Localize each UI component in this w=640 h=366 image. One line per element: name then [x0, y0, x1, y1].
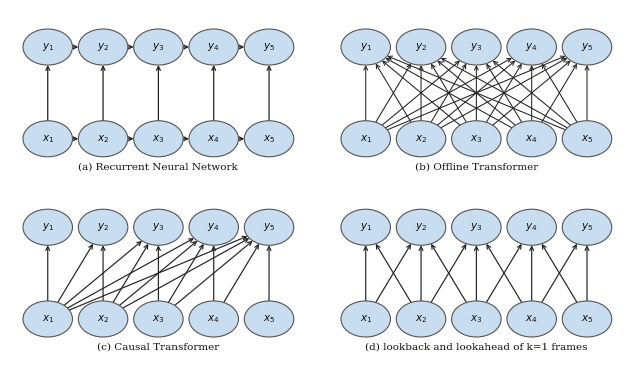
Text: $y_{2}$: $y_{2}$	[97, 221, 109, 233]
Ellipse shape	[189, 301, 239, 337]
Text: $y_{4}$: $y_{4}$	[207, 41, 220, 53]
Ellipse shape	[341, 29, 390, 65]
Text: $x_{1}$: $x_{1}$	[360, 133, 372, 145]
Ellipse shape	[396, 209, 446, 245]
Text: $x_{2}$: $x_{2}$	[97, 133, 109, 145]
Text: $x_{1}$: $x_{1}$	[360, 313, 372, 325]
Text: $x_{2}$: $x_{2}$	[415, 133, 427, 145]
Ellipse shape	[507, 209, 556, 245]
Text: $x_{1}$: $x_{1}$	[42, 133, 54, 145]
Ellipse shape	[563, 301, 612, 337]
Ellipse shape	[396, 121, 446, 157]
Ellipse shape	[23, 209, 72, 245]
Ellipse shape	[341, 301, 390, 337]
Text: $y_{3}$: $y_{3}$	[152, 41, 164, 53]
Text: $x_{5}$: $x_{5}$	[581, 313, 593, 325]
Text: $y_{3}$: $y_{3}$	[152, 221, 164, 233]
Text: (a) Recurrent Neural Network: (a) Recurrent Neural Network	[78, 163, 238, 172]
Ellipse shape	[452, 121, 501, 157]
Text: $y_{5}$: $y_{5}$	[263, 41, 275, 53]
Ellipse shape	[452, 209, 501, 245]
Text: $y_{1}$: $y_{1}$	[42, 41, 54, 53]
Text: $y_{4}$: $y_{4}$	[525, 221, 538, 233]
Text: $y_{2}$: $y_{2}$	[415, 221, 427, 233]
Ellipse shape	[134, 29, 183, 65]
Text: $y_{3}$: $y_{3}$	[470, 221, 483, 233]
Text: (c) Causal Transformer: (c) Causal Transformer	[97, 343, 220, 352]
Text: $x_{4}$: $x_{4}$	[207, 133, 220, 145]
Ellipse shape	[134, 121, 183, 157]
Ellipse shape	[452, 301, 501, 337]
Text: $y_{1}$: $y_{1}$	[42, 221, 54, 233]
Ellipse shape	[78, 121, 128, 157]
Text: $y_{2}$: $y_{2}$	[97, 41, 109, 53]
Ellipse shape	[23, 301, 72, 337]
Text: (d) lookback and lookahead of k=1 frames: (d) lookback and lookahead of k=1 frames	[365, 343, 588, 352]
Ellipse shape	[341, 121, 390, 157]
Text: $x_{5}$: $x_{5}$	[263, 133, 275, 145]
Text: $y_{1}$: $y_{1}$	[360, 221, 372, 233]
Text: $y_{5}$: $y_{5}$	[581, 221, 593, 233]
Ellipse shape	[78, 209, 128, 245]
Ellipse shape	[23, 29, 72, 65]
Text: $x_{2}$: $x_{2}$	[97, 313, 109, 325]
Text: $x_{3}$: $x_{3}$	[152, 133, 164, 145]
Text: $x_{1}$: $x_{1}$	[42, 313, 54, 325]
Ellipse shape	[507, 301, 556, 337]
Ellipse shape	[563, 121, 612, 157]
Ellipse shape	[78, 301, 128, 337]
Text: $x_{3}$: $x_{3}$	[152, 313, 164, 325]
Text: $x_{4}$: $x_{4}$	[525, 313, 538, 325]
Text: $x_{4}$: $x_{4}$	[525, 133, 538, 145]
Text: $y_{4}$: $y_{4}$	[207, 221, 220, 233]
Text: $y_{3}$: $y_{3}$	[470, 41, 483, 53]
Text: $y_{4}$: $y_{4}$	[525, 41, 538, 53]
Text: $y_{5}$: $y_{5}$	[581, 41, 593, 53]
Ellipse shape	[341, 209, 390, 245]
Ellipse shape	[189, 121, 239, 157]
Ellipse shape	[563, 29, 612, 65]
Text: $x_{4}$: $x_{4}$	[207, 313, 220, 325]
Ellipse shape	[563, 209, 612, 245]
Ellipse shape	[244, 121, 294, 157]
Text: (b) Offline Transformer: (b) Offline Transformer	[415, 163, 538, 172]
Ellipse shape	[244, 209, 294, 245]
Text: $x_{5}$: $x_{5}$	[581, 133, 593, 145]
Ellipse shape	[396, 29, 446, 65]
Text: $x_{3}$: $x_{3}$	[470, 133, 483, 145]
Ellipse shape	[452, 29, 501, 65]
Text: $y_{2}$: $y_{2}$	[415, 41, 427, 53]
Ellipse shape	[189, 209, 239, 245]
Text: $y_{5}$: $y_{5}$	[263, 221, 275, 233]
Text: $y_{1}$: $y_{1}$	[360, 41, 372, 53]
Ellipse shape	[396, 301, 446, 337]
Text: $x_{2}$: $x_{2}$	[415, 313, 427, 325]
Ellipse shape	[244, 29, 294, 65]
Ellipse shape	[507, 29, 556, 65]
Ellipse shape	[134, 209, 183, 245]
Ellipse shape	[23, 121, 72, 157]
Ellipse shape	[189, 29, 239, 65]
Text: $x_{3}$: $x_{3}$	[470, 313, 483, 325]
Ellipse shape	[78, 29, 128, 65]
Ellipse shape	[244, 301, 294, 337]
Ellipse shape	[507, 121, 556, 157]
Text: $x_{5}$: $x_{5}$	[263, 313, 275, 325]
Ellipse shape	[134, 301, 183, 337]
